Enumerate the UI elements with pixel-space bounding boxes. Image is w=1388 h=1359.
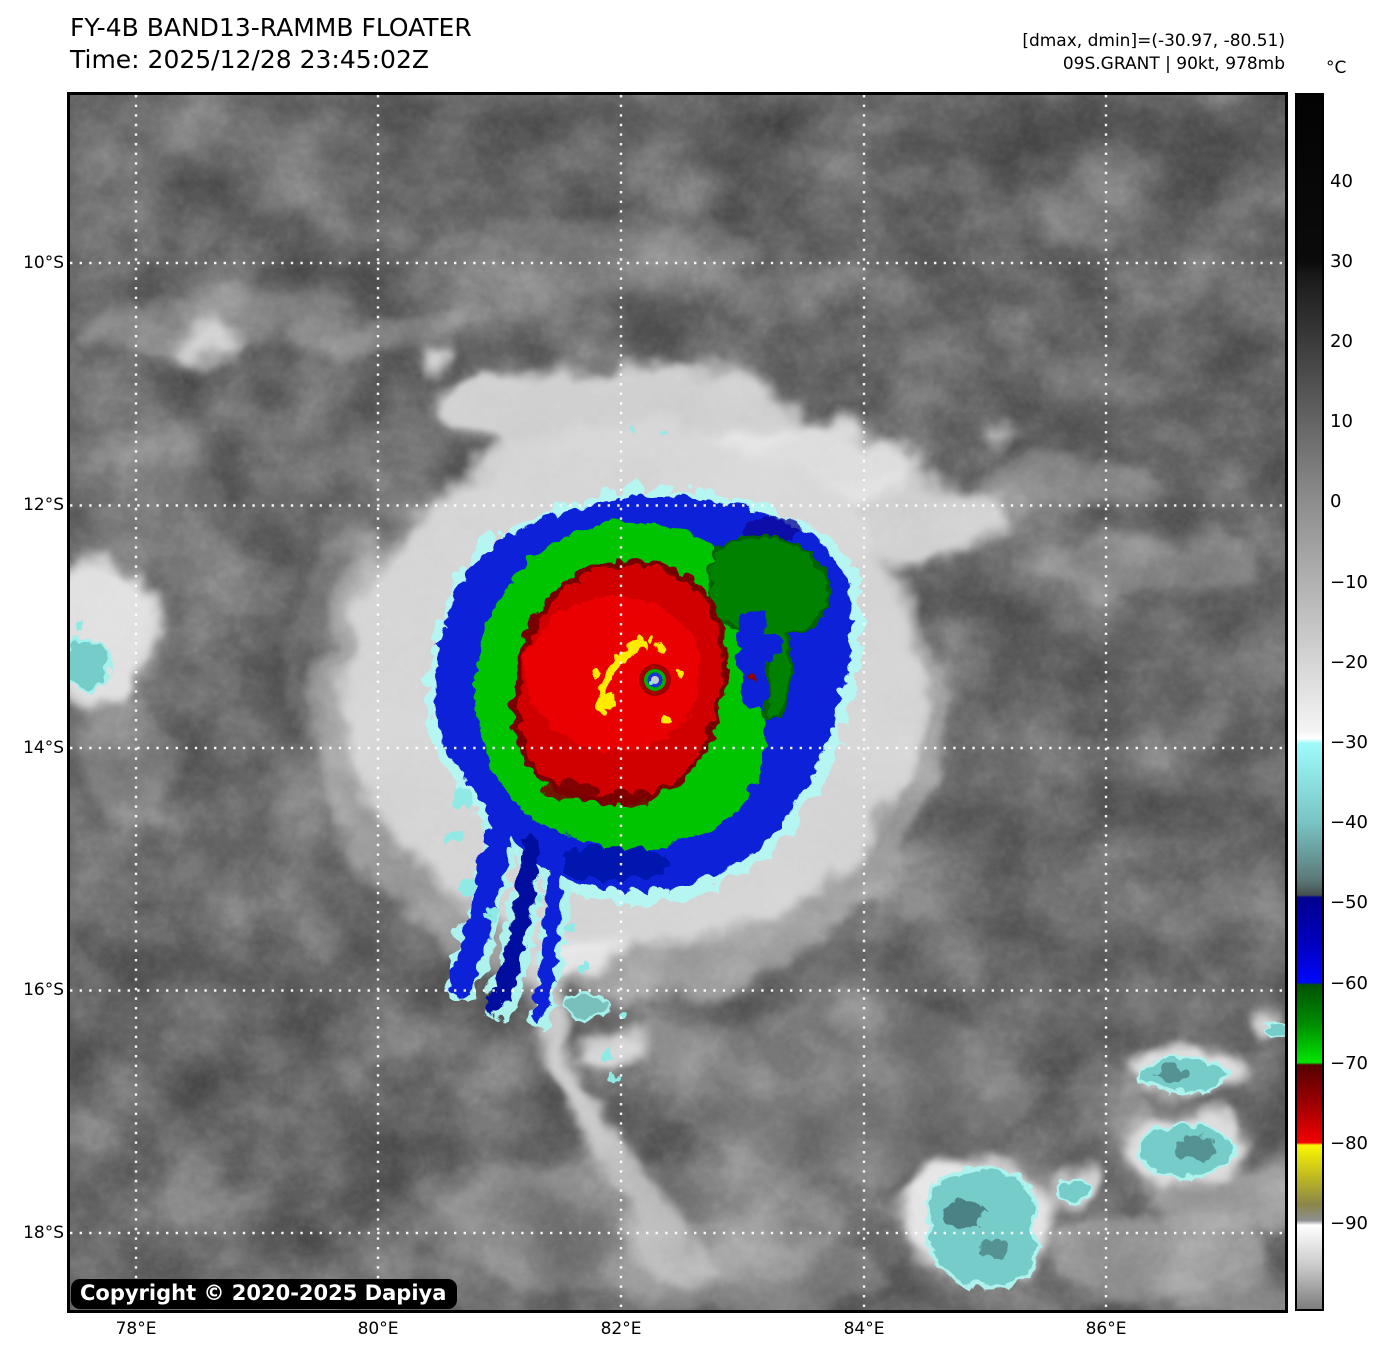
lon-label-86e: 86°E xyxy=(1085,1319,1127,1339)
cyan-speck xyxy=(564,919,576,931)
lon-label-82e: 82°E xyxy=(600,1319,642,1339)
teal-patch-core xyxy=(974,1235,1006,1255)
colorbar-tick: −30 xyxy=(1330,732,1368,753)
cyan-speck xyxy=(74,619,82,627)
colorbar-tick: 20 xyxy=(1330,331,1353,352)
colorbar-tick: −10 xyxy=(1330,572,1368,593)
graticule xyxy=(70,95,1285,1310)
teal-patch-west xyxy=(70,633,108,689)
satellite-map xyxy=(67,92,1288,1313)
cyan-speck xyxy=(605,1068,615,1078)
yellow-arc xyxy=(593,636,642,710)
cyan-speck xyxy=(484,905,496,917)
eye-cyan-pixel xyxy=(649,681,653,685)
colorbar-tick: −70 xyxy=(1330,1053,1368,1074)
cold-debris-layer xyxy=(70,422,663,1078)
colorbar-tick: −40 xyxy=(1330,812,1368,833)
colorbar-tick: −60 xyxy=(1330,973,1368,994)
dmax-dmin-readout: [dmax, dmin]=(-30.97, -80.51) xyxy=(1022,31,1285,51)
copyright-badge: Copyright © 2020-2025 Dapiya xyxy=(71,1279,458,1309)
lat-label-18s: 18°S xyxy=(23,1223,64,1243)
storm-intensity-readout: 09S.GRANT | 90kt, 978mb xyxy=(1062,54,1285,74)
colorbar-tick: 40 xyxy=(1330,171,1353,192)
navy-patch xyxy=(555,842,665,878)
colorbar-tick: −50 xyxy=(1330,892,1368,913)
lat-label-14s: 14°S xyxy=(23,738,64,758)
lat-label-10s: 10°S xyxy=(23,253,64,273)
blue-speck xyxy=(482,992,498,1008)
blue-patch xyxy=(749,629,777,657)
teal-patch xyxy=(1051,1174,1089,1200)
colorbar-gradient xyxy=(1297,95,1322,1309)
cyan-speck xyxy=(577,958,587,968)
yellow-spot xyxy=(587,665,595,673)
teal-patch xyxy=(1258,1018,1285,1038)
colorbar-tick: 10 xyxy=(1330,411,1353,432)
colorbar-unit: °C xyxy=(1326,58,1347,78)
cyan-speck xyxy=(657,425,663,431)
teal-patch-core xyxy=(1152,1065,1188,1079)
blue-finger xyxy=(485,830,537,1010)
blue-speck xyxy=(457,932,479,954)
yellow-spot xyxy=(599,689,613,703)
cyan-speck xyxy=(530,890,540,900)
yellow-spot xyxy=(643,631,651,639)
lat-label-12s: 12°S xyxy=(23,495,64,515)
colorbar-tick: 0 xyxy=(1330,491,1342,512)
colorbar-tick: −80 xyxy=(1330,1133,1368,1154)
cyan-speck xyxy=(449,786,467,804)
teal-patch-core xyxy=(1170,1133,1214,1157)
satellite-image xyxy=(70,95,1285,1310)
colorbar-tick: −90 xyxy=(1330,1213,1368,1234)
teal-blob xyxy=(558,989,606,1017)
eye-center xyxy=(651,676,659,684)
cyan-speck xyxy=(445,828,459,842)
yellow-spot xyxy=(674,664,682,672)
blue-finger xyxy=(446,799,512,993)
lon-label-80e: 80°E xyxy=(357,1319,399,1339)
darkred-rim xyxy=(540,778,596,796)
lon-label-78e: 78°E xyxy=(115,1319,157,1339)
lon-label-84e: 84°E xyxy=(843,1319,885,1339)
storm-core xyxy=(430,492,849,1020)
colorbar xyxy=(1295,93,1324,1311)
darkred-spot xyxy=(743,673,753,683)
yellow-spot xyxy=(651,641,661,651)
cyan-speck xyxy=(596,1045,608,1057)
cyan-speck xyxy=(459,878,473,892)
colorbar-tick: 30 xyxy=(1330,251,1353,272)
blue-finger xyxy=(529,850,559,1020)
colorbar-tick: −20 xyxy=(1330,652,1368,673)
timestamp: Time: 2025/12/28 23:45:02Z xyxy=(70,45,429,74)
southeast-convection xyxy=(920,1018,1285,1286)
cyan-speck xyxy=(618,1009,626,1017)
teal-patch-core xyxy=(938,1196,982,1224)
lat-label-16s: 16°S xyxy=(23,980,64,1000)
yellow-spot xyxy=(657,711,667,721)
dark-green-lobe xyxy=(705,530,826,715)
red-core-bright xyxy=(522,592,698,748)
teal-patch xyxy=(920,1163,1037,1286)
page-title: FY-4B BAND13-RAMMB FLOATER xyxy=(70,13,472,42)
storm-eye xyxy=(639,664,671,696)
cyan-speck xyxy=(627,422,633,428)
darkred-rim xyxy=(608,788,644,802)
